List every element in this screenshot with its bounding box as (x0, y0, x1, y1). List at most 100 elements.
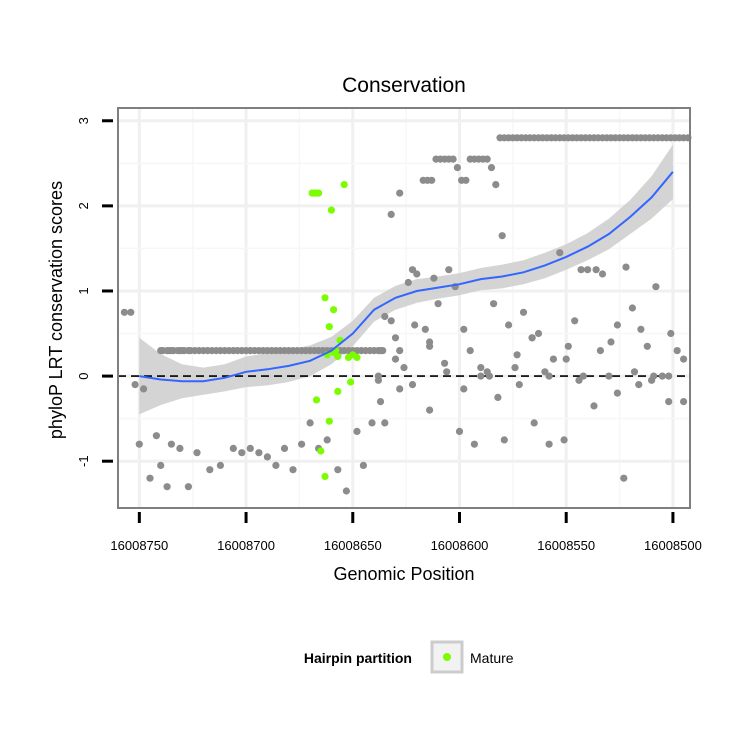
data-point (579, 372, 587, 380)
data-point (513, 351, 521, 359)
data-point (460, 385, 468, 393)
data-point (598, 270, 607, 278)
data-point (152, 432, 160, 440)
data-point (280, 444, 289, 452)
data-point (607, 338, 615, 346)
data-point (413, 270, 421, 278)
data-point (263, 453, 271, 461)
data-point (298, 440, 306, 448)
data-point (238, 449, 246, 457)
data-point (368, 419, 376, 427)
data-point (430, 274, 438, 282)
x-tick-label: 16008550 (537, 538, 595, 553)
data-point (549, 355, 558, 363)
data-point (613, 389, 622, 397)
mature-point (317, 447, 325, 455)
data-point (648, 376, 656, 384)
data-point (421, 325, 429, 333)
mature-point (327, 206, 335, 214)
mature-point (340, 181, 348, 189)
data-point (605, 372, 613, 380)
data-point (545, 372, 553, 380)
data-point (140, 385, 148, 393)
data-point (658, 372, 666, 380)
x-axis-title: Genomic Position (333, 564, 474, 584)
data-point (584, 266, 592, 274)
x-tick-label: 16008650 (324, 538, 382, 553)
data-point (596, 347, 605, 355)
data-point (511, 364, 519, 372)
data-point (571, 317, 579, 325)
mature-point (349, 351, 357, 359)
x-tick-label: 16008750 (110, 538, 168, 553)
data-point (577, 266, 585, 274)
data-point (477, 364, 485, 372)
data-point (487, 164, 496, 172)
data-point (334, 466, 342, 474)
data-point (485, 372, 493, 380)
data-point (157, 461, 165, 469)
data-point (680, 355, 688, 363)
y-axis-title: phyloP LRT conservation scores (46, 181, 66, 439)
mature-point (312, 396, 321, 404)
data-point (449, 155, 457, 163)
data-point (498, 232, 506, 240)
data-point (272, 461, 280, 469)
axes: 16008750 16008700 16008650 16008600 16008550… (76, 117, 702, 553)
mature-point (347, 378, 355, 386)
data-point (635, 381, 643, 389)
data-point (411, 321, 419, 329)
data-point (455, 427, 464, 435)
data-point (441, 359, 449, 367)
data-point (379, 347, 387, 355)
data-point (396, 347, 404, 355)
data-point (443, 368, 451, 376)
data-point (515, 381, 523, 389)
data-point (490, 300, 498, 308)
legend-label-mature: Mature (470, 650, 514, 666)
data-point (560, 436, 568, 444)
data-point (131, 381, 139, 389)
data-point (483, 155, 491, 163)
data-point (391, 355, 400, 363)
data-point (374, 372, 382, 380)
data-point (652, 283, 660, 291)
data-point (528, 334, 536, 342)
plot-panel (118, 108, 690, 508)
y-tick-label: -1 (76, 455, 91, 467)
mature-point (334, 387, 342, 395)
data-point (494, 393, 502, 401)
data-point (434, 300, 442, 308)
data-point (404, 278, 412, 287)
data-point (400, 364, 408, 372)
y-tick-label: 2 (76, 202, 91, 209)
data-point (622, 263, 630, 271)
data-point (530, 419, 538, 427)
x-tick-label: 16008500 (644, 538, 702, 553)
data-point (505, 321, 513, 329)
data-point (466, 347, 474, 355)
legend-title: Hairpin partition (304, 650, 412, 666)
data-point (381, 419, 389, 427)
mature-point (325, 417, 333, 425)
data-point (500, 436, 508, 444)
data-point (387, 210, 395, 218)
data-point (289, 466, 297, 474)
data-point (353, 427, 361, 435)
data-point (381, 312, 389, 321)
data-point (492, 181, 500, 189)
data-point (477, 372, 485, 380)
data-point (680, 398, 688, 406)
mature-point (325, 323, 333, 331)
data-point (613, 321, 622, 329)
data-point (628, 304, 637, 312)
points (120, 134, 692, 495)
data-point (428, 176, 436, 184)
smooth-line-group (139, 171, 674, 383)
legend-key-mature-dot (443, 653, 451, 661)
data-point (323, 436, 331, 444)
data-point (408, 381, 417, 389)
chart-title: Conservation (342, 74, 466, 97)
data-point (453, 164, 461, 172)
